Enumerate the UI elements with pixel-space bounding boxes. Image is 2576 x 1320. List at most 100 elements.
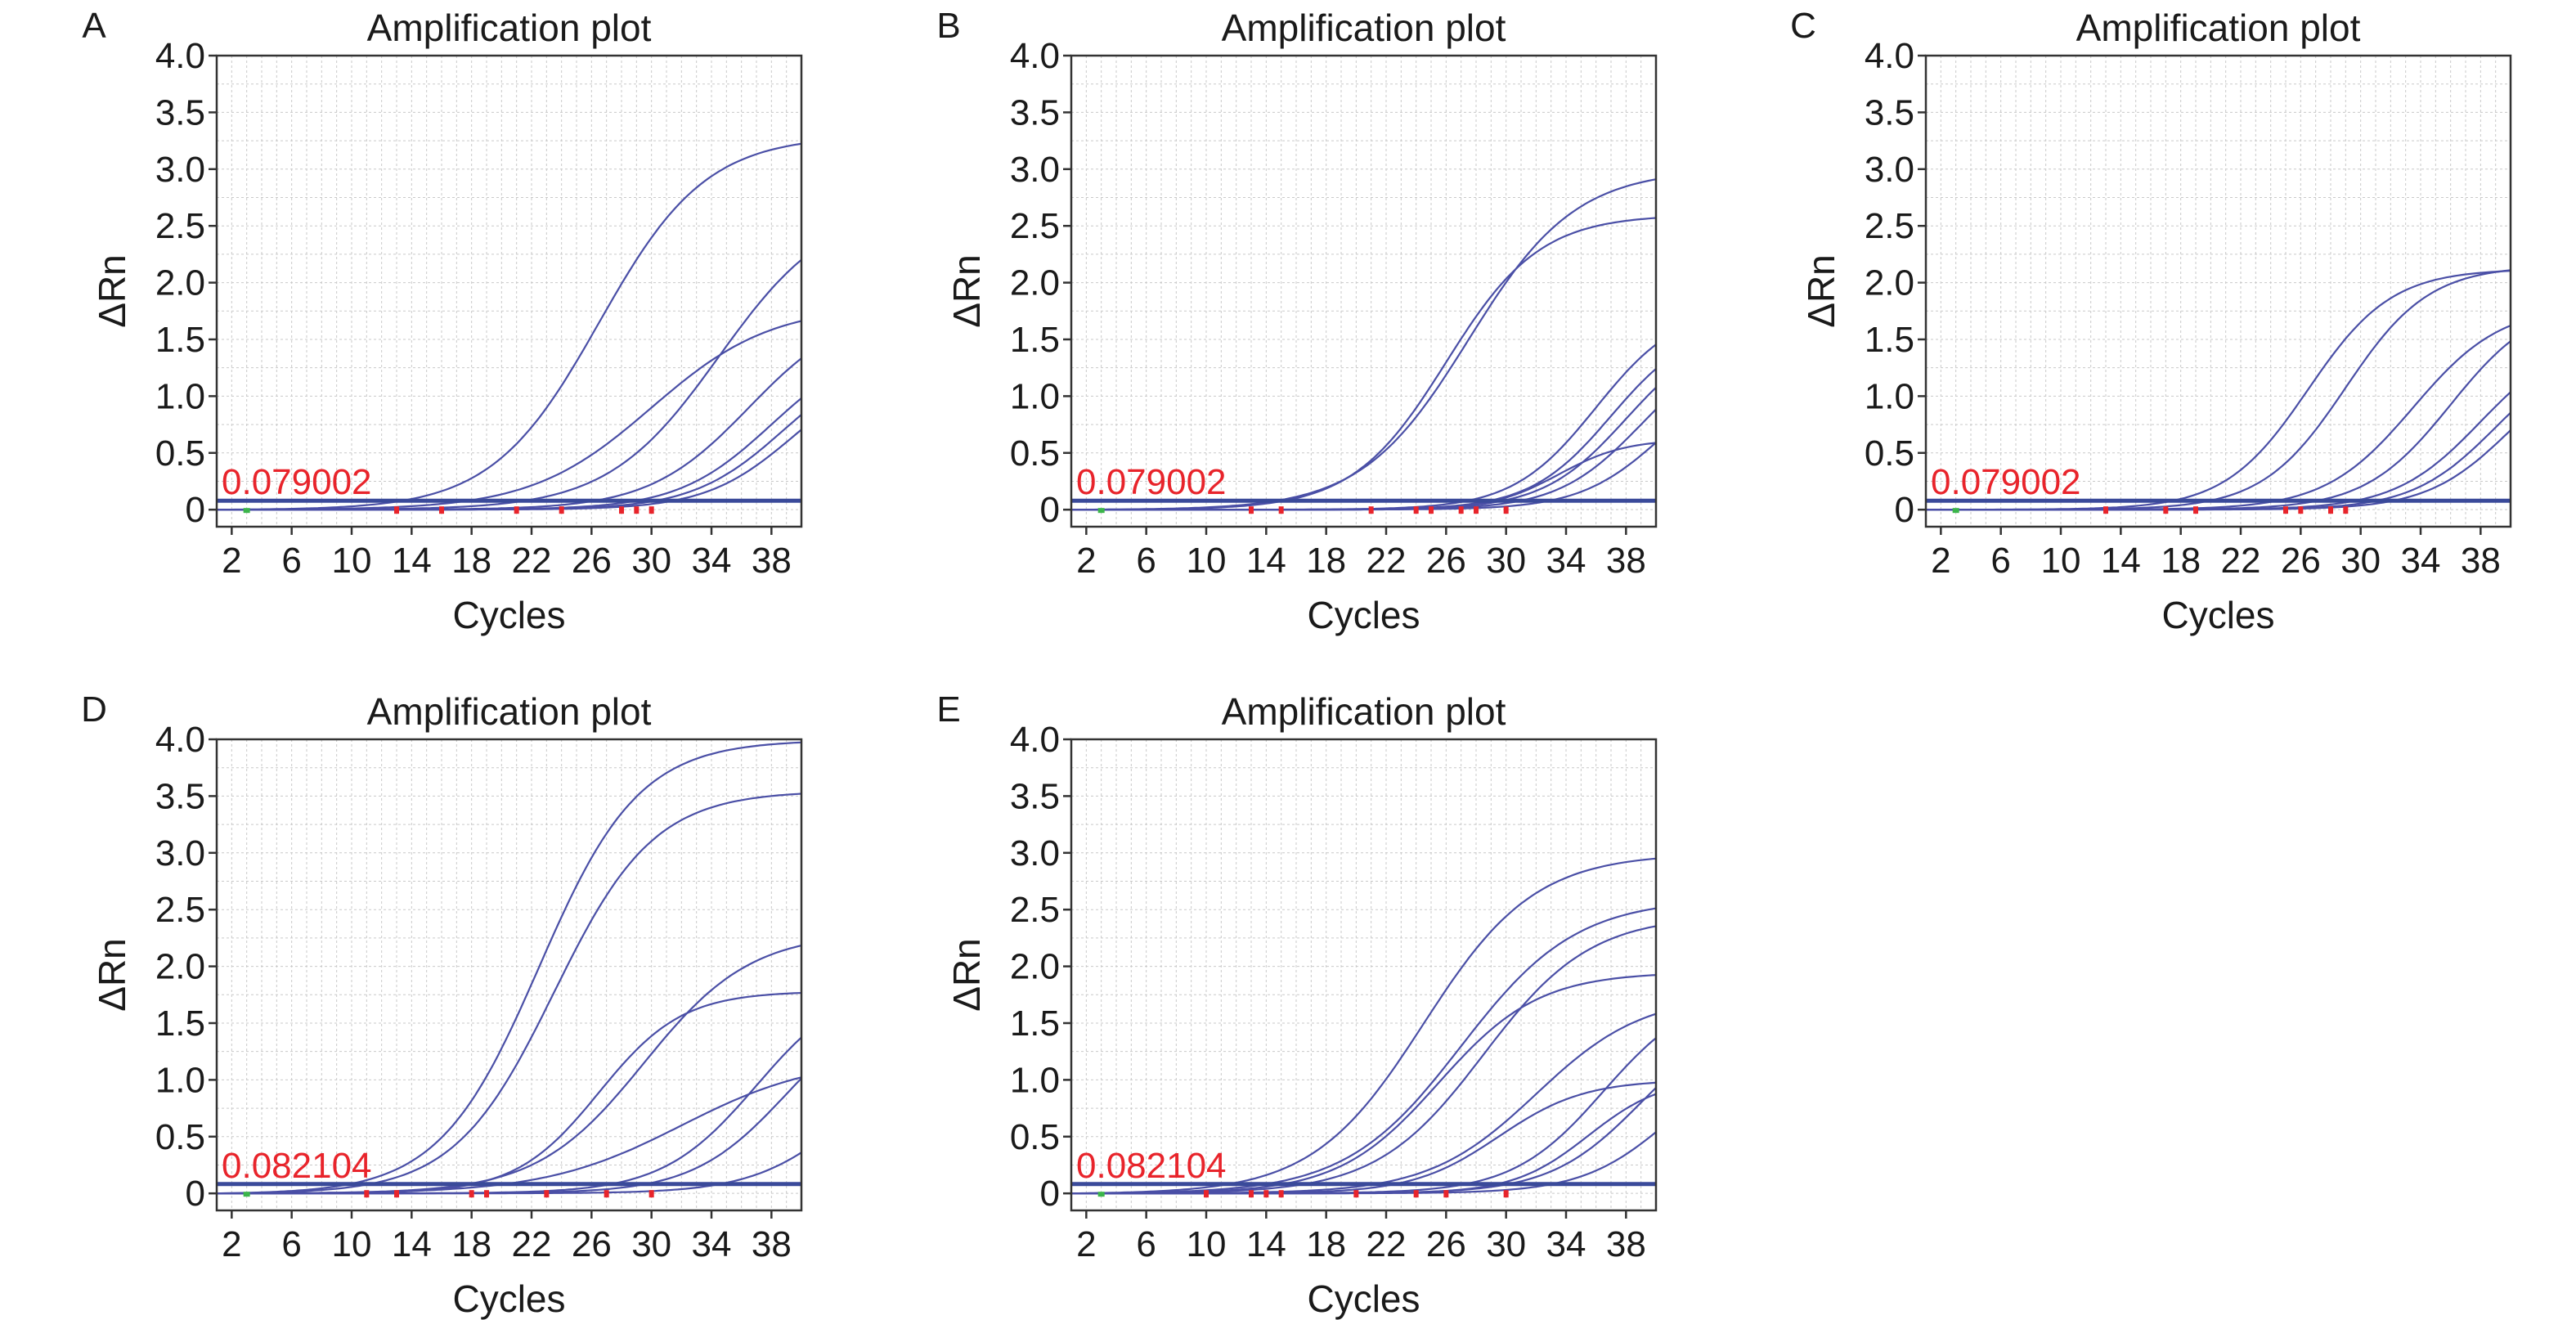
baseline-end-marker — [1249, 506, 1254, 514]
chart-title: Amplification plot — [2076, 7, 2361, 49]
chart-title: Amplification plot — [1222, 7, 1506, 49]
chart-title: Amplification plot — [367, 690, 652, 733]
baseline-end-marker — [559, 506, 564, 514]
x-axis-label: Cycles — [1307, 594, 1420, 636]
baseline-end-marker — [648, 1190, 654, 1198]
panel-label: D — [81, 689, 107, 730]
y-tick-label: 2.5 — [155, 890, 205, 930]
baseline-end-marker — [1503, 506, 1509, 514]
amplification-curve — [216, 792, 802, 1195]
x-tick-label: 38 — [1606, 1224, 1646, 1264]
baseline-end-marker — [394, 506, 399, 514]
y-tick-label: 3.0 — [1010, 833, 1060, 873]
x-tick-label: 34 — [692, 541, 732, 581]
baseline-end-marker — [2283, 506, 2288, 514]
y-tick-label: 3.5 — [155, 92, 205, 132]
x-tick-label: 30 — [631, 1224, 671, 1264]
x-tick-label: 14 — [1246, 1224, 1286, 1264]
y-tick-label: 1.0 — [1010, 376, 1060, 416]
y-tick-label: 2.0 — [155, 263, 205, 303]
y-tick-label: 3.5 — [155, 776, 205, 816]
baseline-end-marker — [1429, 506, 1434, 514]
y-axis-label: ΔRn — [1800, 254, 1842, 328]
x-tick-label: 38 — [2461, 541, 2501, 581]
baseline-end-marker — [2328, 506, 2333, 514]
gridlines — [1071, 55, 1657, 527]
x-tick-label: 10 — [332, 1224, 372, 1264]
y-tick-label: 0.5 — [1010, 433, 1060, 474]
baseline-start-marker — [243, 1192, 250, 1197]
x-tick-label: 30 — [1486, 1224, 1526, 1264]
x-tick-label: 2 — [1076, 1224, 1096, 1264]
y-axis-label: ΔRn — [91, 938, 133, 1012]
baseline-end-marker — [544, 1190, 550, 1198]
x-tick-label: 14 — [1246, 541, 1286, 581]
x-axis-label: Cycles — [1307, 1277, 1420, 1320]
amplification-curve — [217, 1152, 802, 1195]
x-tick-label: 38 — [752, 541, 792, 581]
y-tick-label: 2.0 — [1010, 263, 1060, 303]
y-tick-label: 3.0 — [155, 150, 205, 190]
y-tick-label: 1.0 — [1010, 1060, 1060, 1100]
x-tick-label: 6 — [1136, 1224, 1156, 1264]
amplification-curve — [1070, 857, 1657, 1195]
x-tick-label: 38 — [752, 1224, 792, 1264]
plot-frame — [215, 738, 803, 1212]
y-tick-label: 2.5 — [155, 206, 205, 246]
x-axis-label: Cycles — [452, 1277, 565, 1320]
y-tick-label: 3.0 — [155, 833, 205, 873]
baseline-start-marker — [1952, 508, 1959, 514]
baseline-end-marker — [1353, 1190, 1359, 1198]
x-tick-label: 2 — [1931, 541, 1950, 581]
baseline-end-marker — [604, 1190, 609, 1198]
x-tick-label: 6 — [281, 1224, 301, 1264]
y-tick-label: 3.0 — [1010, 150, 1060, 190]
amplification-curve — [217, 142, 802, 511]
baseline-end-marker — [2103, 506, 2108, 514]
x-tick-label: 30 — [1486, 541, 1526, 581]
baseline-start-marker — [1097, 508, 1105, 514]
panel-e: 0.082104 0 0.5 1.0 1.5 2.0 2.5 3.0 3.5 4.0 2 6 10 14 1… — [936, 689, 1658, 1320]
baseline-end-marker — [1443, 1190, 1449, 1198]
x-tick-label: 22 — [2221, 541, 2261, 581]
x-tick-label: 34 — [692, 1224, 732, 1264]
x-tick-label: 2 — [1076, 541, 1096, 581]
y-tick-label: 1.0 — [155, 1060, 205, 1100]
baseline-end-marker — [1458, 506, 1464, 514]
panel-d: 0.082104 0 0.5 1.0 1.5 2.0 2.5 3.0 3.5 4.0 2 6 10 14 1… — [81, 689, 803, 1320]
gridlines — [217, 55, 802, 527]
panel-b: 0.079002 0 0.5 1.0 1.5 2.0 2.5 3.0 3.5 4.0 2 6 10 14 1… — [936, 6, 1658, 636]
amplification-curves — [217, 142, 802, 511]
y-axis-label: ΔRn — [945, 938, 988, 1012]
y-tick-label: 0 — [186, 490, 205, 530]
y-tick-label: 4.0 — [155, 36, 205, 76]
y-tick-label: 2.5 — [1865, 206, 1914, 246]
panel-label: B — [936, 6, 960, 46]
y-tick-label: 4.0 — [1010, 36, 1060, 76]
baseline-end-marker — [514, 506, 519, 514]
threshold-value: 0.079002 — [222, 462, 372, 502]
x-tick-label: 22 — [1367, 1224, 1407, 1264]
plot-frame — [215, 54, 803, 528]
y-tick-label: 3.0 — [1865, 150, 1914, 190]
x-tick-label: 18 — [1306, 1224, 1346, 1264]
threshold-value: 0.079002 — [1931, 462, 2081, 502]
panel-label: E — [936, 689, 960, 730]
baseline-end-marker — [1413, 506, 1419, 514]
plot-frame — [1070, 54, 1658, 528]
y-tick-label: 0.5 — [155, 1117, 205, 1157]
baseline-end-marker — [484, 1190, 489, 1198]
y-tick-label: 0 — [186, 1174, 205, 1214]
baseline-end-marker — [1278, 1190, 1284, 1198]
y-axis-label: ΔRn — [945, 254, 988, 328]
baseline-end-marker — [634, 506, 640, 514]
x-tick-label: 18 — [451, 541, 491, 581]
x-tick-label: 34 — [1546, 541, 1586, 581]
x-tick-label: 22 — [512, 541, 552, 581]
x-axis-label: Cycles — [2161, 594, 2274, 636]
x-tick-label: 38 — [1606, 541, 1646, 581]
x-tick-label: 34 — [2401, 541, 2441, 581]
x-tick-label: 30 — [2340, 541, 2381, 581]
plot-frame — [1070, 738, 1658, 1212]
